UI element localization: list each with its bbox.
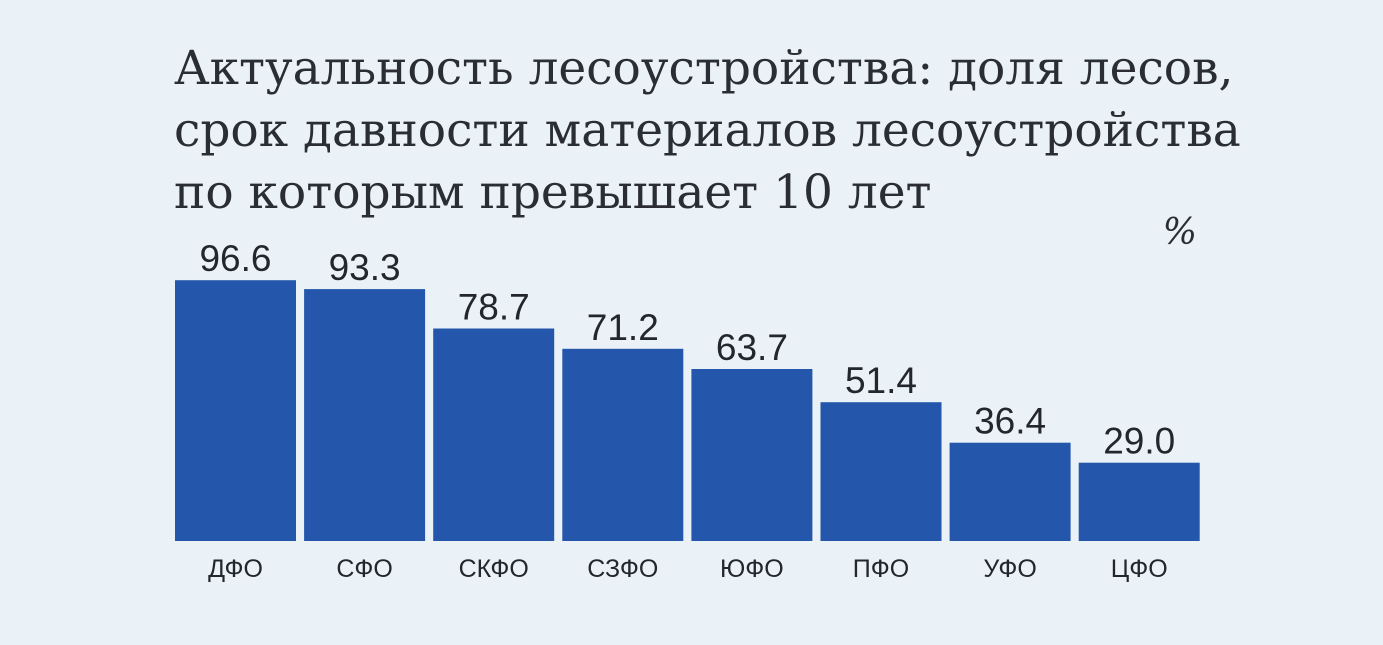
- bar-6: [820, 402, 942, 541]
- bar-2: [304, 289, 426, 541]
- bar-value-label: 63.7: [716, 327, 788, 368]
- bar-value-label: 29.0: [1103, 421, 1175, 462]
- unit-label: %: [1162, 212, 1197, 253]
- category-label: ЦФО: [1111, 555, 1168, 583]
- category-label: УФО: [983, 555, 1037, 583]
- bar-8: [1078, 462, 1200, 541]
- category-label: СКФО: [459, 555, 529, 583]
- chart-title-line-3: по которым превышает 10 лет: [174, 165, 932, 220]
- bar-value-label: 36.4: [974, 401, 1046, 442]
- category-label: СЗФО: [587, 555, 658, 583]
- bar-3: [433, 328, 555, 541]
- bar-value-label: 96.6: [199, 238, 271, 279]
- chart-title: Актуальность лесоустройства: доля лесов,…: [174, 38, 1241, 224]
- bar-value-label: 71.2: [587, 307, 659, 348]
- category-label: ПФО: [853, 555, 909, 583]
- bar-value-label: 93.3: [329, 247, 401, 288]
- category-label: СФО: [336, 555, 393, 583]
- bar-value-label: 78.7: [458, 287, 530, 328]
- bar-4: [562, 348, 684, 541]
- bar-5: [691, 369, 813, 541]
- bar-1: [175, 280, 296, 541]
- chart-title-line-2: срок давности материалов лесоустройства: [174, 103, 1241, 158]
- category-label: ЮФО: [720, 555, 784, 583]
- category-label: ДФО: [208, 555, 263, 583]
- chart-title-line-1: Актуальность лесоустройства: доля лесов,: [174, 41, 1234, 96]
- bar-value-label: 51.4: [845, 360, 917, 401]
- bar-7: [949, 442, 1071, 541]
